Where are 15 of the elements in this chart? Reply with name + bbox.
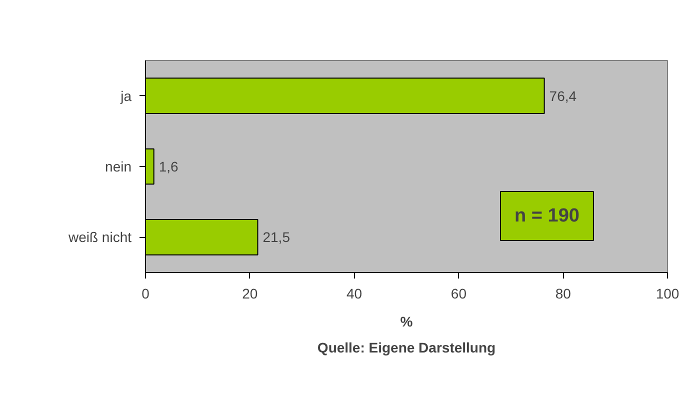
x-tick-label: 20	[242, 286, 258, 302]
x-tick-label: 100	[656, 286, 680, 302]
y-tick-label: nein	[105, 158, 132, 174]
annotation: n = 190	[514, 206, 580, 226]
x-axis-title: %	[400, 314, 414, 330]
x-tick-label: 80	[555, 286, 572, 302]
data-label: 1,6	[158, 158, 179, 174]
x-tick-label: 40	[346, 286, 362, 302]
data-label: 76,4	[549, 88, 577, 104]
x-tick-label: 0	[142, 286, 150, 302]
source-note: Quelle: Eigene Darstellung	[317, 340, 496, 356]
data-label: 21,5	[262, 229, 290, 246]
y-tick-label: weiß nicht	[67, 229, 132, 246]
y-tick-label: ja	[120, 88, 132, 104]
x-tick-label: 60	[450, 286, 467, 302]
